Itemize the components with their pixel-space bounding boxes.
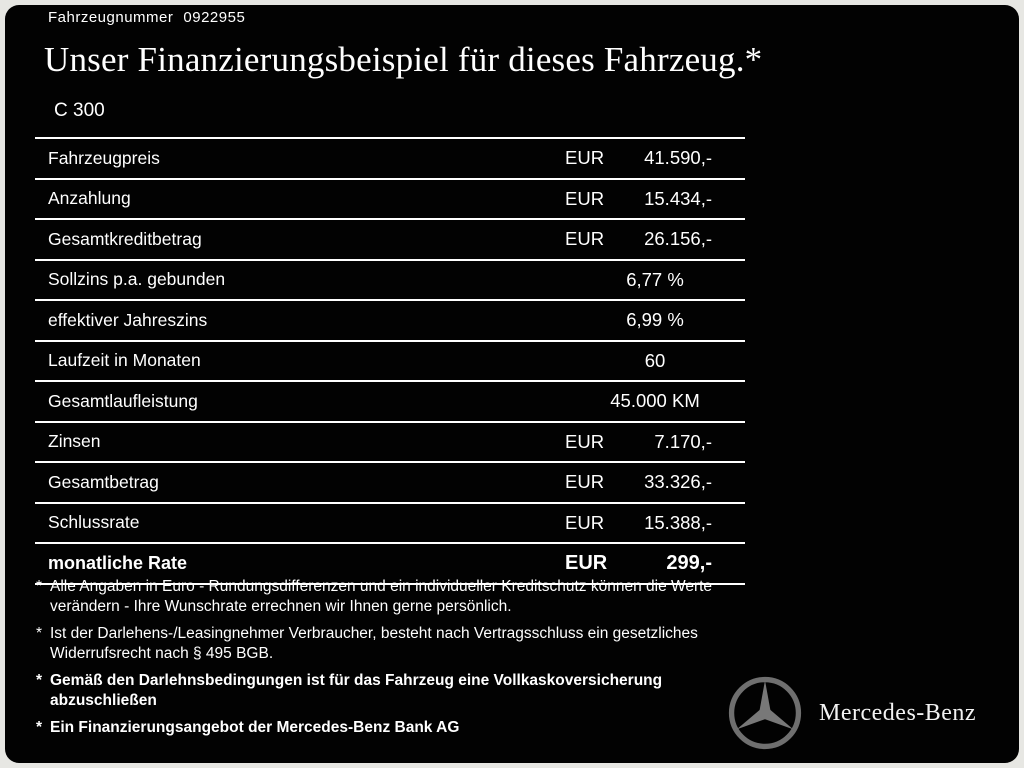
financing-table: Fahrzeugpreis EUR 41.590,- Anzahlung EUR… [35,137,745,585]
footnote-text: Gemäß den Darlehnsbedingungen ist für da… [50,672,663,709]
vehicle-number-value: 0922955 [183,9,246,26]
footnote-marker: * [36,719,43,736]
footnote: * Gemäß den Darlehnsbedingungen ist für … [36,671,734,711]
brand-area: Mercedes-Benz [727,674,1007,752]
amount: 15.434,- [644,187,712,209]
table-row: Anzahlung EUR 15.434,- [35,177,745,219]
footnote: * Ist der Darlehens-/Leasingnehmer Verbr… [36,624,734,664]
footnote-text: Ein Finanzierungsangebot der Mercedes-Be… [50,719,460,736]
amount: 60 [644,349,666,371]
table-row-monthly-rate: monatliche Rate EUR 299,- [35,542,745,583]
table-row: Zinsen EUR 7.170,- [35,420,745,462]
row-value: EUR 33.326,- [565,463,712,502]
row-value: 6,77 % [545,261,765,300]
row-value: EUR 26.156,- [565,220,712,259]
amount: 33.326,- [644,471,712,493]
footnote: * Ein Finanzierungsangebot der Mercedes-… [36,718,734,738]
vehicle-number-label: Fahrzeugnummer [48,9,174,26]
row-value: 6,99 % [545,301,765,340]
amount: 299,- [666,551,712,574]
row-label: Laufzeit in Monaten [48,350,201,371]
table-row: Laufzeit in Monaten 60 [35,339,745,381]
vehicle-number: Fahrzeugnummer 0922955 [48,9,245,26]
row-value: EUR 7.170,- [565,423,712,462]
footnote-text: Alle Angaben in Euro - Rundungsdifferenz… [50,578,713,615]
row-label: Gesamtkreditbetrag [48,228,202,249]
vehicle-model: C 300 [54,100,105,121]
row-value: EUR 41.590,- [565,139,712,178]
row-label: Fahrzeugpreis [48,147,160,168]
mercedes-benz-wordmark: Mercedes-Benz [819,699,977,726]
table-row: Schlussrate EUR 15.388,- [35,501,745,543]
row-label: effektiver Jahreszins [48,309,208,330]
table-row: Gesamtkreditbetrag EUR 26.156,- [35,218,745,259]
currency: EUR [565,228,605,250]
currency: EUR [565,551,608,574]
currency: EUR [565,471,605,493]
table-row: Fahrzeugpreis EUR 41.590,- [35,137,745,178]
amount: 7.170,- [654,430,712,452]
currency: EUR [565,430,605,452]
amount: 6,77 % [626,268,684,290]
amount: 45.000 KM [610,390,700,412]
currency: EUR [565,511,605,533]
table-row: Sollzins p.a. gebunden 6,77 % [35,258,745,300]
footnote: * Alle Angaben in Euro - Rundungsdiffere… [36,577,734,617]
footnote-marker: * [36,672,43,689]
currency: EUR [565,187,605,209]
row-label: Schlussrate [48,512,140,533]
row-value: 45.000 KM [545,382,765,421]
row-label: Anzahlung [48,188,131,209]
mercedes-star-logo [728,676,802,750]
row-label: Zinsen [48,431,101,452]
row-value: EUR 299,- [565,544,712,583]
table-row: effektiver Jahreszins 6,99 % [35,299,745,340]
currency: EUR [565,147,605,169]
table-row: Gesamtbetrag EUR 33.326,- [35,461,745,502]
table-row: Gesamtlaufleistung 45.000 KM [35,380,745,421]
amount: 15.388,- [644,511,712,533]
amount: 41.590,- [644,147,712,169]
row-label: Gesamtlaufleistung [48,390,198,411]
amount: 6,99 % [626,309,684,331]
row-value: EUR 15.388,- [565,504,712,543]
row-value: 60 [545,342,765,381]
footnote-text: Ist der Darlehens-/Leasingnehmer Verbrau… [50,625,698,662]
amount: 26.156,- [644,228,712,250]
background-panel [5,5,1019,763]
row-value: EUR 15.434,- [565,180,712,219]
page-title: Unser Finanzierungsbeispiel für dieses F… [44,40,763,79]
footnote-marker: * [36,625,43,642]
row-label: monatliche Rate [48,552,188,573]
footnote-marker: * [36,578,43,595]
row-label: Sollzins p.a. gebunden [48,269,226,290]
row-label: Gesamtbetrag [48,471,159,492]
footnotes: * Alle Angaben in Euro - Rundungsdiffere… [36,577,734,745]
